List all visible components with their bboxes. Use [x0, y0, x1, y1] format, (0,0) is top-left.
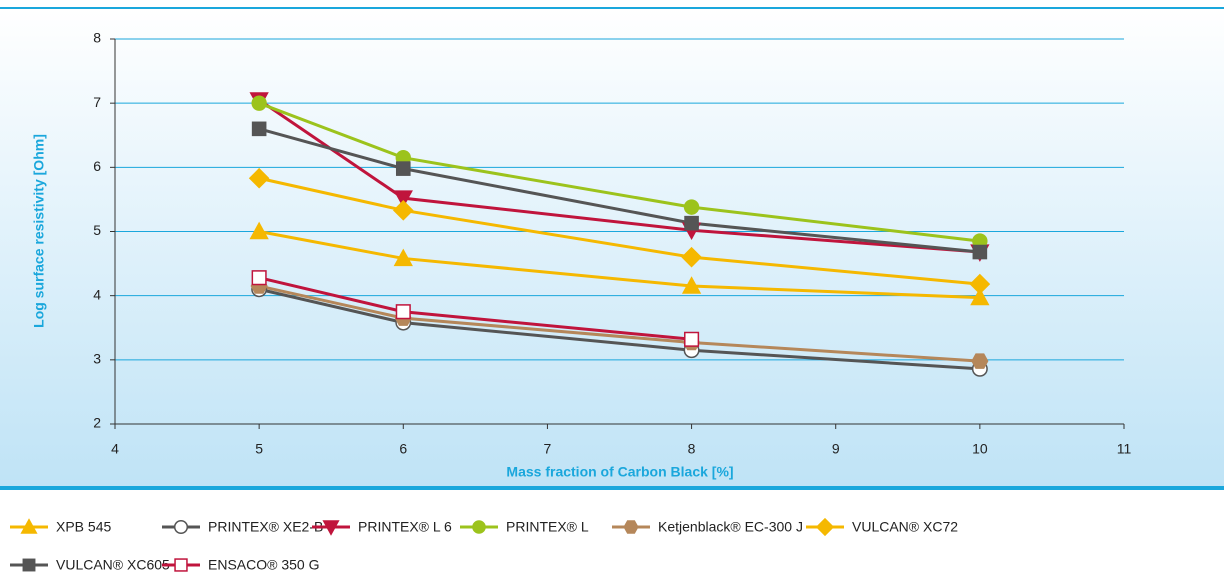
legend-label: VULCAN® XC72: [852, 519, 958, 535]
marker: [681, 276, 702, 294]
plot-background: [0, 9, 1224, 487]
y-tick-label: 8: [93, 30, 101, 46]
legend-label: PRINTEX® L: [506, 519, 589, 535]
x-tick-label: 10: [972, 441, 988, 457]
legend-label: PRINTEX® XE2-B: [208, 519, 323, 535]
marker: [248, 167, 270, 189]
legend-label: Ketjenblack® EC-300 J: [658, 519, 803, 535]
legend-marker: [20, 518, 38, 534]
legend-marker: [173, 519, 189, 535]
y-axis-title: Log surface resistivity [Ohm]: [31, 134, 47, 328]
y-tick-label: 3: [93, 351, 101, 367]
marker: [251, 121, 267, 137]
marker: [970, 287, 990, 306]
marker: [684, 215, 699, 231]
y-tick-label: 4: [93, 286, 101, 302]
legend-label: ENSACO® 350 G: [208, 557, 319, 573]
series-line: [258, 101, 981, 243]
x-axis-title: Mass fraction of Carbon Black [%]: [506, 464, 733, 480]
legend-label: PRINTEX® L 6: [358, 519, 452, 535]
legend-marker: [174, 558, 188, 572]
marker: [972, 244, 988, 260]
legend-label: XPB 545: [56, 519, 111, 535]
y-tick-label: 6: [93, 158, 101, 174]
legend-marker: [322, 520, 340, 536]
y-tick-label: 7: [93, 94, 101, 110]
legend-marker: [623, 520, 639, 534]
x-tick-label: 8: [688, 441, 696, 457]
marker: [681, 246, 702, 268]
marker: [971, 353, 989, 369]
marker: [395, 161, 411, 176]
marker: [395, 304, 411, 320]
legend-marker: [815, 517, 835, 537]
marker: [684, 331, 700, 347]
marker: [393, 190, 413, 208]
x-tick-label: 5: [255, 441, 263, 457]
y-tick-label: 2: [93, 415, 101, 431]
x-tick-label: 4: [111, 441, 119, 457]
marker: [392, 200, 414, 221]
series-line: [258, 287, 980, 371]
series-line: [258, 284, 980, 363]
series-line: [258, 176, 980, 286]
marker: [969, 273, 991, 295]
legend-marker: [472, 520, 486, 534]
y-tick-label: 5: [93, 222, 101, 238]
marker: [249, 221, 269, 240]
x-tick-label: 7: [544, 441, 552, 457]
marker: [251, 270, 267, 286]
marker: [393, 248, 413, 267]
legend-label: VULCAN® XC605: [56, 557, 170, 573]
x-tick-label: 6: [399, 441, 407, 457]
series-line: [258, 127, 981, 254]
marker: [251, 95, 267, 111]
x-tick-label: 9: [832, 441, 840, 457]
marker: [683, 199, 700, 215]
x-tick-label: 11: [1117, 441, 1132, 457]
series-line: [258, 230, 980, 300]
legend-marker: [22, 558, 36, 572]
